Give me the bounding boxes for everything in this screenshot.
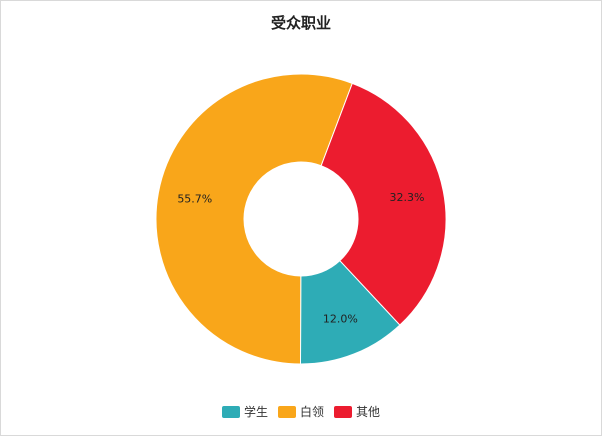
legend-swatch-white-collar	[277, 405, 296, 418]
slice-label-student: 12.0%	[323, 313, 358, 326]
slice-label-other: 32.3%	[389, 191, 424, 204]
legend-label-other: 其他	[356, 405, 381, 419]
chart-legend: 学生 白领 其他	[1, 403, 601, 420]
legend-item-other[interactable]: 其他	[334, 403, 380, 420]
legend-label-white-collar: 白领	[299, 405, 324, 419]
legend-item-student[interactable]: 学生	[221, 403, 268, 420]
slice-label-white-collar: 55.7%	[177, 192, 212, 205]
legend-swatch-other	[334, 405, 352, 418]
chart-title: 受众职业	[270, 14, 331, 32]
legend-swatch-student	[221, 405, 240, 418]
slice-other[interactable]	[320, 82, 447, 326]
legend-item-white-collar[interactable]: 白领	[277, 403, 324, 420]
slice-white-collar[interactable]	[155, 73, 353, 365]
legend-label-student: 学生	[243, 405, 268, 419]
